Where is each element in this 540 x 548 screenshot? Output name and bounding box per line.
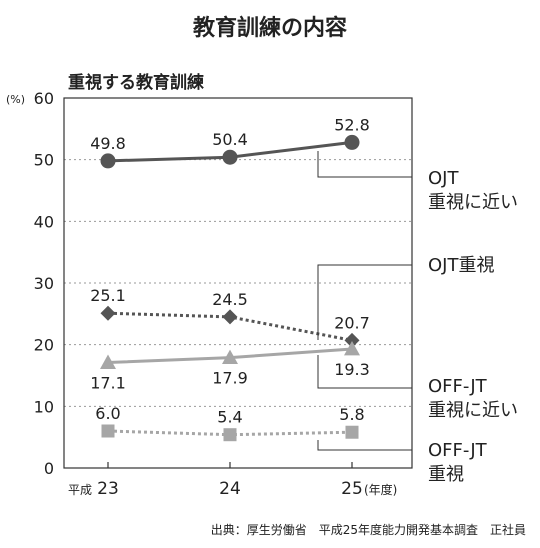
data-point	[344, 134, 360, 150]
data-point	[100, 305, 116, 321]
chart-title: 教育訓練の内容	[192, 16, 347, 41]
data-point	[222, 149, 238, 165]
data-label: 52.8	[334, 115, 370, 134]
legend-label: 重視に近い	[428, 400, 518, 421]
data-point	[222, 309, 238, 325]
y-tick-label: 40	[34, 212, 54, 231]
data-label: 19.3	[334, 360, 370, 379]
y-tick-label: 30	[34, 274, 54, 293]
legend-leader-line	[317, 151, 412, 178]
y-tick-label: 50	[34, 151, 54, 170]
data-point	[344, 332, 360, 348]
y-tick-label: 20	[34, 336, 54, 355]
legend-label: 重視に近い	[428, 192, 518, 213]
data-point	[223, 428, 237, 442]
data-label: 50.4	[212, 130, 248, 149]
source-note: 出典：厚生労働省 平成25年度能力開発基本調査 正社員	[210, 523, 526, 537]
data-label: 5.4	[217, 408, 242, 427]
y-tick-label: 0	[44, 459, 54, 478]
y-unit-label: (%)	[6, 93, 25, 106]
data-label: 17.9	[212, 369, 248, 388]
x-prefix-label: 平成	[68, 483, 92, 497]
data-point	[100, 153, 116, 169]
y-tick-label: 60	[34, 89, 54, 108]
y-tick-label: 10	[34, 397, 54, 416]
data-label: 25.1	[90, 286, 126, 305]
x-suffix-label: (年度)	[364, 482, 397, 497]
data-label: 24.5	[212, 290, 248, 309]
data-label: 17.1	[90, 374, 126, 393]
legend-label: OFF-JT	[428, 440, 488, 461]
data-label: 49.8	[90, 134, 126, 153]
x-tick-label: 24	[219, 479, 241, 499]
legend-label: OFF-JT	[428, 376, 488, 397]
legend-leader-line	[317, 355, 412, 389]
legend-leader-line	[317, 440, 412, 451]
data-label: 20.7	[334, 313, 370, 332]
legend-label: OJT	[428, 168, 459, 189]
chart-subtitle: 重視する教育訓練	[68, 73, 204, 93]
legend-label: 重視	[428, 464, 464, 485]
data-point	[344, 340, 360, 356]
plot-frame	[63, 97, 413, 469]
data-point	[100, 354, 116, 369]
data-point	[222, 349, 238, 365]
data-label: 6.0	[95, 404, 120, 423]
data-point	[345, 425, 359, 439]
data-label: 5.8	[339, 405, 364, 424]
x-tick-label: 25	[341, 479, 363, 499]
legend-leader-line	[317, 264, 412, 340]
data-point	[101, 424, 115, 438]
x-tick-label: 23	[97, 479, 119, 499]
legend-label: OJT重視	[428, 255, 494, 276]
